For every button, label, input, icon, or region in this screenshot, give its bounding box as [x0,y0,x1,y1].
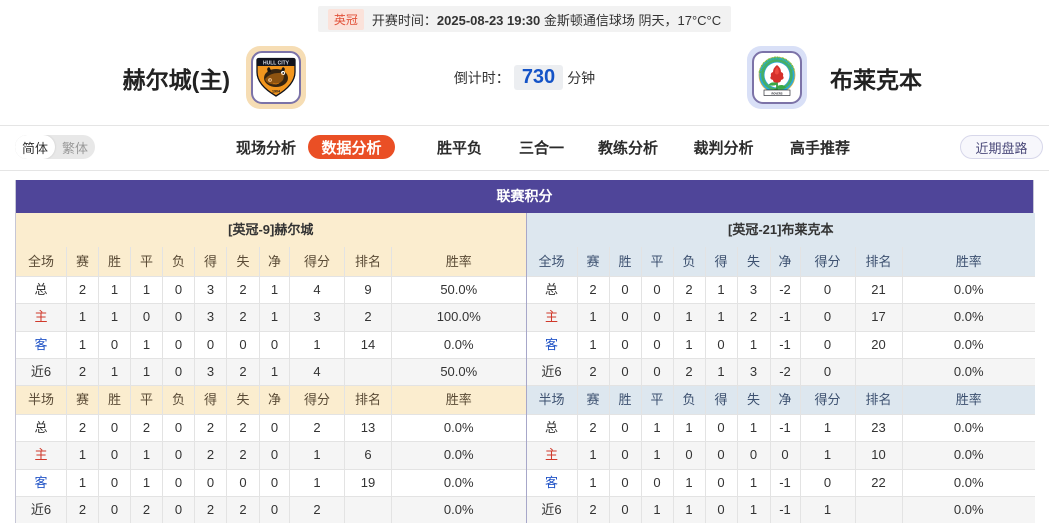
svg-text:ROVERS: ROVERS [772,91,783,95]
svg-text:1904: 1904 [272,90,280,94]
svg-text:HULL CITY: HULL CITY [263,60,290,66]
